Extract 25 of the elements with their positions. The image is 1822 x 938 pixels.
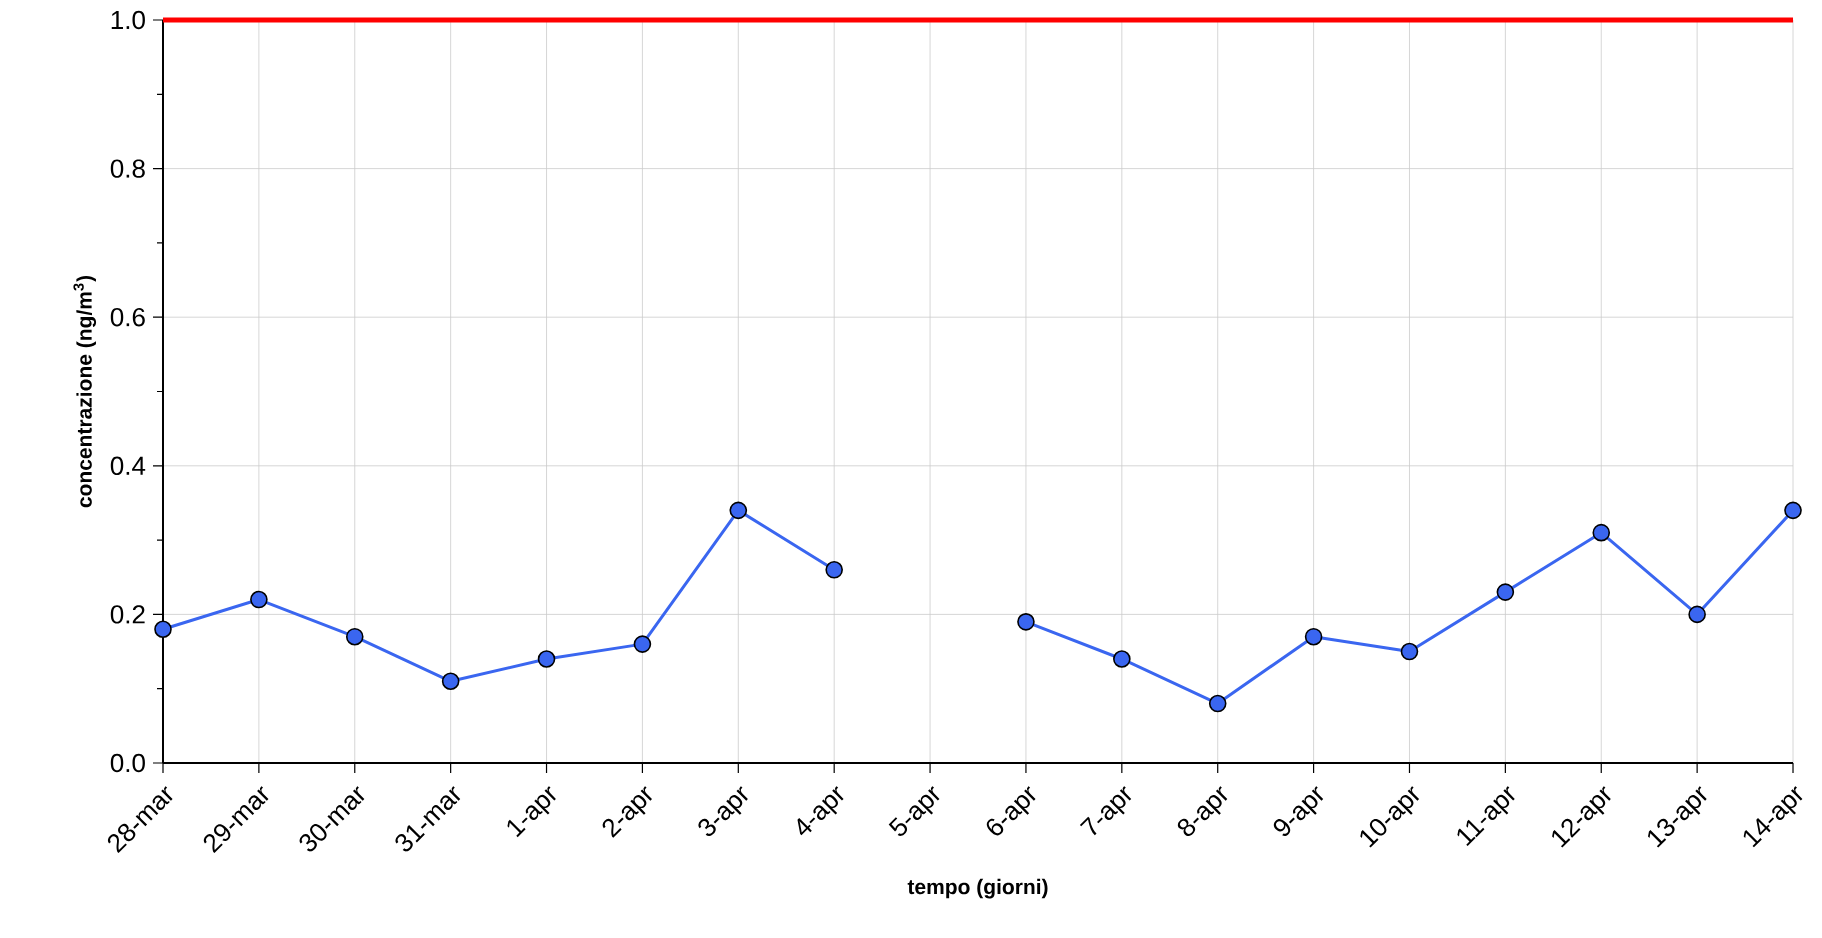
y-tick-label: 0.6 bbox=[110, 307, 145, 327]
point bbox=[345, 627, 364, 646]
x-axis-title: tempo (giorni) bbox=[907, 878, 1048, 899]
y-tick-label: 0.2 bbox=[110, 605, 145, 624]
point bbox=[441, 672, 460, 691]
point bbox=[250, 590, 268, 609]
point bbox=[1017, 613, 1035, 631]
point bbox=[537, 650, 556, 668]
point bbox=[1784, 501, 1802, 520]
y-tick-label: 0.0 bbox=[110, 753, 145, 773]
point bbox=[1496, 583, 1515, 601]
point bbox=[1688, 605, 1706, 624]
point bbox=[1400, 642, 1419, 661]
y-tick-label: 0.8 bbox=[110, 159, 145, 178]
point bbox=[1304, 627, 1323, 646]
point bbox=[633, 635, 652, 653]
y-axis-title: concentrazione (ng/m$^{3}$) bbox=[73, 275, 97, 508]
point bbox=[825, 561, 843, 579]
point bbox=[1113, 650, 1131, 668]
point bbox=[154, 620, 172, 639]
point bbox=[729, 501, 748, 520]
point bbox=[1208, 694, 1227, 713]
y-tick-label: 1.0 bbox=[111, 10, 145, 30]
point bbox=[1592, 523, 1611, 542]
y-tick-label: 0.4 bbox=[110, 456, 146, 475]
